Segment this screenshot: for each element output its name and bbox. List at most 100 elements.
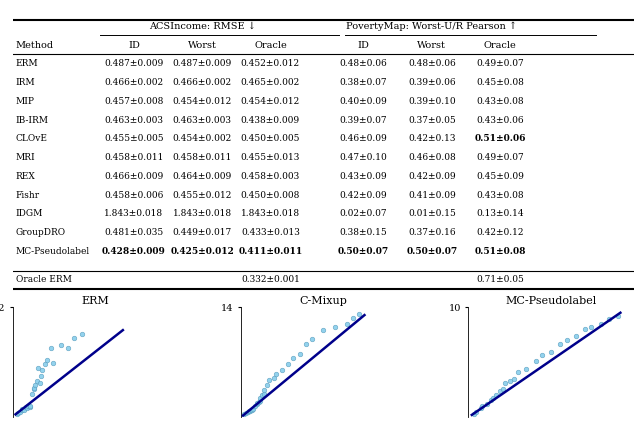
Text: 0.454±0.002: 0.454±0.002	[173, 135, 232, 143]
Point	[17, 405, 27, 412]
Text: ID: ID	[128, 41, 140, 50]
Point	[262, 382, 273, 389]
Text: 0.42±0.13: 0.42±0.13	[408, 135, 456, 143]
Text: Oracle: Oracle	[484, 41, 516, 50]
Text: GroupDRO: GroupDRO	[16, 228, 66, 237]
Point	[259, 386, 269, 393]
Point	[40, 360, 51, 367]
Point	[13, 409, 23, 416]
Text: MIP: MIP	[16, 97, 35, 106]
Point	[19, 407, 29, 414]
Text: 0.43±0.09: 0.43±0.09	[340, 172, 387, 181]
Text: 0.463±0.003: 0.463±0.003	[104, 116, 163, 125]
Text: 0.464±0.009: 0.464±0.009	[173, 172, 232, 181]
Point	[498, 386, 508, 393]
Point	[248, 405, 258, 412]
Point	[477, 402, 488, 409]
Text: 0.455±0.012: 0.455±0.012	[172, 190, 232, 200]
Point	[571, 332, 581, 339]
Point	[247, 406, 257, 413]
Text: 0.487±0.009: 0.487±0.009	[173, 59, 232, 68]
Point	[32, 378, 42, 384]
Text: 0.42±0.09: 0.42±0.09	[340, 190, 387, 200]
Point	[520, 366, 531, 372]
Text: MC-Pseudolabel: MC-Pseudolabel	[16, 247, 90, 256]
Text: 0.48±0.06: 0.48±0.06	[340, 59, 387, 68]
Point	[22, 405, 32, 412]
Text: MRI: MRI	[16, 153, 36, 162]
Point	[35, 380, 45, 387]
Text: 0.02±0.07: 0.02±0.07	[340, 209, 387, 218]
Text: 0.45±0.09: 0.45±0.09	[476, 172, 524, 181]
Text: 0.40±0.09: 0.40±0.09	[340, 97, 387, 106]
Text: 0.49±0.07: 0.49±0.07	[476, 59, 524, 68]
Point	[37, 367, 47, 374]
Point	[476, 404, 486, 411]
Text: Oracle ERM: Oracle ERM	[16, 275, 72, 284]
Text: Worst: Worst	[417, 41, 446, 50]
Point	[537, 352, 547, 359]
Point	[586, 324, 596, 331]
Text: Method: Method	[16, 41, 54, 50]
Point	[555, 341, 565, 348]
Text: 0.428±0.009: 0.428±0.009	[102, 247, 166, 256]
Point	[46, 344, 56, 351]
Text: 0.487±0.009: 0.487±0.009	[104, 59, 163, 68]
Point	[17, 406, 28, 413]
Text: 0.43±0.06: 0.43±0.06	[476, 116, 524, 125]
Text: 1.843±0.018: 1.843±0.018	[173, 209, 232, 218]
Text: 0.47±0.10: 0.47±0.10	[340, 153, 387, 162]
Point	[30, 382, 40, 389]
Point	[29, 384, 39, 391]
Text: 0.46±0.09: 0.46±0.09	[340, 135, 387, 143]
Text: 0.458±0.006: 0.458±0.006	[104, 190, 164, 200]
Text: 0.51±0.06: 0.51±0.06	[474, 135, 526, 143]
Point	[244, 407, 255, 414]
Text: ACSIncome: RMSE ↓: ACSIncome: RMSE ↓	[148, 22, 255, 31]
Text: 1.843±0.018: 1.843±0.018	[241, 209, 300, 218]
Text: 0.452±0.012: 0.452±0.012	[241, 59, 300, 68]
Text: 0.01±0.15: 0.01±0.15	[408, 209, 456, 218]
Point	[276, 367, 287, 374]
Text: 0.51±0.08: 0.51±0.08	[474, 247, 526, 256]
Point	[15, 409, 25, 416]
Text: 0.37±0.16: 0.37±0.16	[408, 228, 456, 237]
Text: Oracle: Oracle	[254, 41, 287, 50]
Point	[257, 392, 267, 399]
Point	[500, 379, 511, 386]
Text: IB-IRM: IB-IRM	[16, 116, 49, 125]
Point	[22, 402, 33, 409]
Text: 0.45±0.08: 0.45±0.08	[476, 78, 524, 87]
Text: 0.463±0.003: 0.463±0.003	[173, 116, 232, 125]
Point	[612, 313, 623, 319]
Text: 0.43±0.08: 0.43±0.08	[476, 97, 524, 106]
Point	[269, 374, 279, 381]
Text: 0.42±0.12: 0.42±0.12	[476, 228, 524, 237]
Point	[264, 377, 274, 384]
Text: PovertyMap: Worst-U/R Pearson ↑: PovertyMap: Worst-U/R Pearson ↑	[346, 22, 517, 31]
Point	[271, 370, 281, 377]
Point	[36, 373, 46, 380]
Text: IDGM: IDGM	[16, 209, 44, 218]
Point	[301, 341, 311, 347]
Point	[56, 341, 66, 348]
Point	[287, 355, 298, 362]
Point	[596, 320, 606, 327]
Point	[471, 409, 481, 416]
Text: 0.38±0.07: 0.38±0.07	[340, 78, 387, 87]
Point	[259, 391, 269, 398]
Point	[63, 344, 73, 351]
Text: 0.39±0.06: 0.39±0.06	[408, 78, 456, 87]
Text: 0.332±0.001: 0.332±0.001	[241, 275, 300, 284]
Text: 0.458±0.011: 0.458±0.011	[104, 153, 164, 162]
Point	[241, 409, 252, 416]
Text: 0.13±0.14: 0.13±0.14	[476, 209, 524, 218]
Point	[28, 385, 38, 392]
Point	[26, 402, 36, 409]
Point	[69, 335, 79, 341]
Point	[307, 335, 317, 342]
Point	[531, 358, 541, 365]
Point	[77, 330, 87, 337]
Text: 0.43±0.08: 0.43±0.08	[476, 190, 524, 200]
Text: 0.38±0.15: 0.38±0.15	[340, 228, 387, 237]
